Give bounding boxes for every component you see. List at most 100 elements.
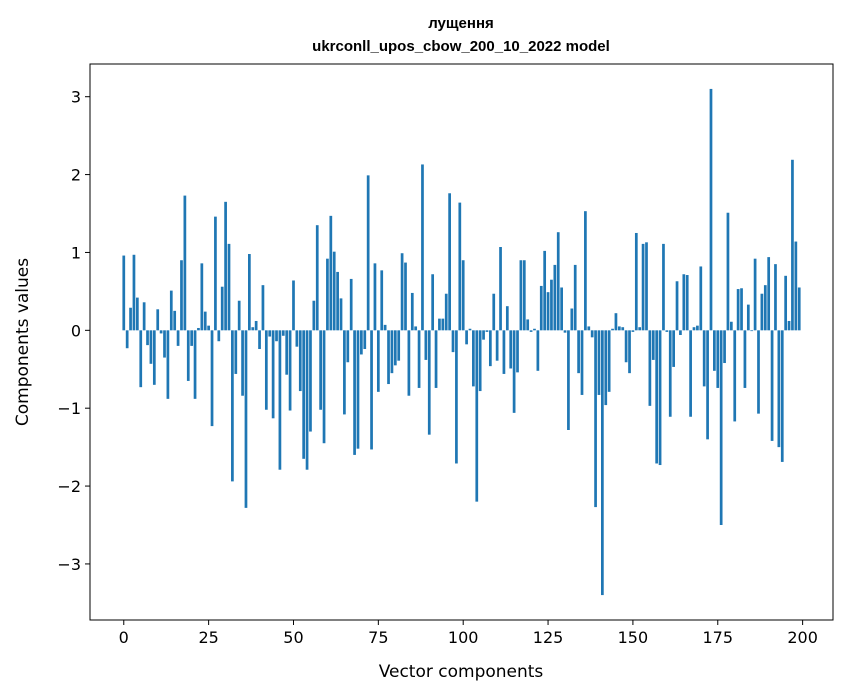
- bar: [634, 232, 638, 331]
- bar: [716, 330, 720, 388]
- bar: [132, 254, 136, 331]
- y-tick-label: −2: [57, 477, 81, 496]
- bar: [672, 330, 675, 367]
- bar: [597, 330, 601, 395]
- bar: [570, 308, 574, 331]
- bar: [332, 251, 336, 331]
- x-tick-label: 50: [283, 628, 303, 647]
- y-tick-label: 0: [71, 321, 81, 340]
- bar: [227, 243, 231, 331]
- bar: [400, 253, 404, 331]
- bar: [580, 330, 584, 395]
- bar: [448, 193, 451, 331]
- bar: [193, 330, 197, 399]
- bar: [699, 266, 703, 331]
- bar: [149, 330, 153, 364]
- bar: [166, 330, 170, 399]
- bar: [485, 330, 489, 332]
- bar: [329, 215, 333, 331]
- bar: [234, 330, 238, 374]
- bar: [346, 330, 350, 363]
- x-tick-label: 150: [618, 628, 649, 647]
- x-tick-label: 175: [702, 628, 733, 647]
- bar: [146, 330, 149, 346]
- bar: [302, 330, 306, 459]
- bar: [241, 330, 244, 396]
- bar: [777, 330, 781, 448]
- bar: [655, 330, 659, 464]
- x-tick-label: 100: [448, 628, 479, 647]
- bar: [407, 330, 411, 396]
- bar: [461, 260, 465, 331]
- bar: [465, 330, 468, 345]
- bar: [601, 330, 604, 596]
- bar: [658, 330, 662, 466]
- bar: [651, 330, 655, 360]
- bar: [217, 330, 221, 342]
- bar: [251, 327, 255, 331]
- bar: [275, 330, 278, 342]
- bar: [621, 327, 625, 331]
- bar: [336, 271, 339, 331]
- bar: [505, 306, 509, 331]
- bar: [794, 241, 798, 331]
- bar: [706, 330, 709, 440]
- bar: [261, 285, 265, 331]
- bar: [366, 175, 370, 331]
- bar: [159, 330, 163, 334]
- bar: [315, 225, 319, 331]
- bar: [152, 330, 156, 385]
- bar: [743, 330, 747, 388]
- bar: [550, 279, 553, 331]
- bar: [797, 287, 801, 331]
- bar: [197, 327, 200, 331]
- bar: [696, 325, 699, 331]
- bar: [499, 247, 502, 331]
- bar: [142, 302, 146, 331]
- bar: [709, 88, 713, 331]
- bar: [258, 330, 261, 350]
- bar: [645, 242, 648, 331]
- bar: [434, 330, 438, 388]
- bar: [567, 330, 570, 430]
- bar: [156, 309, 160, 331]
- bar: [787, 320, 791, 331]
- bar: [264, 330, 268, 410]
- x-tick-label: 0: [119, 628, 129, 647]
- bar: [319, 330, 322, 410]
- bar: [617, 326, 621, 331]
- bar: [689, 330, 692, 417]
- bar: [326, 258, 329, 331]
- bar: [702, 330, 706, 387]
- bar: [522, 260, 526, 331]
- bar: [129, 307, 132, 331]
- bar: [662, 243, 665, 331]
- bar: [611, 328, 614, 331]
- bar: [458, 202, 462, 331]
- bar: [539, 285, 543, 331]
- chart-subtitle: ukrconll_upos_cbow_200_10_2022 model: [312, 38, 610, 55]
- y-tick-label: −1: [57, 399, 81, 418]
- bar: [594, 330, 597, 508]
- bar: [563, 330, 567, 333]
- bar: [373, 263, 377, 331]
- bar: [281, 330, 285, 336]
- bar: [665, 330, 669, 332]
- bar: [641, 243, 645, 331]
- bar: [393, 330, 397, 366]
- bar: [444, 293, 448, 331]
- bar: [186, 330, 190, 381]
- bar: [173, 310, 177, 331]
- bar: [573, 264, 577, 331]
- bar: [478, 330, 482, 392]
- bar: [560, 287, 563, 331]
- bar: [356, 330, 360, 449]
- bar: [169, 290, 173, 331]
- bar: [519, 260, 523, 331]
- bar: [468, 328, 472, 331]
- bar: [180, 260, 183, 331]
- bar: [438, 318, 441, 331]
- bar: [322, 330, 326, 444]
- bar: [424, 330, 428, 360]
- bar: [237, 300, 241, 331]
